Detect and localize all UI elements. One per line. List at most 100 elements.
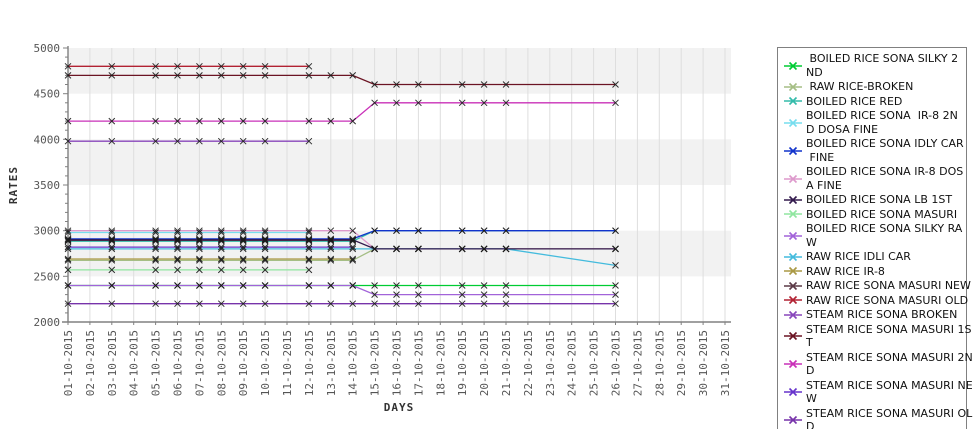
data-marker [174,245,181,253]
data-marker [612,291,619,298]
data-marker [480,227,488,235]
data-marker [480,291,488,298]
data-marker [261,266,269,274]
data-marker [174,236,181,244]
x-tick-label: 08-10-2015 [215,330,228,396]
data-marker [239,72,247,79]
data-marker [196,235,203,243]
data-marker [349,255,357,263]
data-marker [239,245,247,253]
legend-item: BOILED RICE SONA IR-8 2N D DOSA FINE [782,109,966,136]
data-marker [349,245,357,253]
data-marker [458,81,466,88]
y-tick-label: 5000 [34,42,61,55]
y-tick-label: 3500 [34,179,61,192]
data-marker [64,229,72,236]
data-marker [261,282,269,289]
data-marker [612,245,619,253]
data-marker [261,229,269,236]
legend-item-label: BOILED RICE SONA LB 1ST [806,193,953,206]
legend-marker-icon [784,359,802,369]
data-marker [239,255,247,263]
data-marker [174,282,181,289]
data-marker [502,300,510,308]
legend-item: RAW RICE-BROKEN [782,80,966,94]
data-marker [261,137,269,145]
legend-item-label: BOILED RICE SONA SILKY RA W [806,222,963,249]
data-marker [174,237,181,245]
data-marker [415,81,422,88]
x-tick-label: 01-10-2015 [62,330,75,396]
legend-marker-icon [784,118,802,127]
data-marker [349,300,357,308]
data-marker [64,227,72,235]
data-marker [327,235,335,243]
legend-marker-icon [784,310,802,319]
data-marker [305,117,313,125]
data-marker [305,229,313,236]
data-marker [174,72,181,79]
legend-item: BOILED RICE SONA IDLY CAR FINE [782,137,966,164]
data-marker [371,227,378,235]
data-marker [305,137,313,145]
y-tick-label: 3000 [34,225,61,238]
x-tick-label: 05-10-2015 [150,330,163,396]
data-marker [64,243,72,251]
data-marker [480,282,488,289]
legend-marker-icon [784,97,802,106]
data-marker [239,257,247,264]
y-axis-title: RATES [7,166,20,204]
data-marker [327,245,335,253]
data-marker [239,237,247,245]
data-marker [64,237,72,245]
data-marker [64,137,72,145]
data-marker [239,300,247,308]
legend-item-label: RAW RICE SONA MASURI NEW [806,279,971,292]
data-marker [393,300,400,308]
chart-layers: 2000 2500 3000 3500 4000 4500 5000 01-10-2015 02… [34,42,733,396]
data-marker [349,227,357,235]
data-marker [174,235,181,243]
data-marker [152,117,159,125]
data-marker [152,282,159,289]
data-marker [261,237,269,245]
data-marker [108,117,116,125]
data-marker [415,291,422,298]
data-marker [217,62,225,70]
data-marker [480,300,488,308]
data-marker [612,81,619,88]
legend-marker-icon [784,146,802,155]
data-marker [480,245,488,253]
data-marker [196,137,203,145]
x-tick-label: 19-10-2015 [456,330,469,396]
data-marker [612,300,619,308]
data-marker [196,243,203,251]
data-marker [196,62,203,70]
x-tick-label: 17-10-2015 [412,330,425,396]
data-marker [305,62,313,70]
data-marker [239,62,247,70]
data-marker [393,227,400,235]
data-marker [458,282,466,289]
data-marker [152,300,159,308]
legend-item: BOILED RICE SONA SILKY 2 ND [782,52,966,79]
legend-item-label: STEAM RICE SONA BROKEN [806,308,958,321]
data-marker [217,229,225,236]
data-marker [217,227,225,235]
legend-item: RAW RICE IR-8 [782,265,966,279]
data-marker [196,282,203,289]
data-marker [239,266,247,274]
legend-item-label: STEAM RICE SONA MASURI OL D [806,406,973,429]
data-marker [108,245,116,253]
data-marker [152,227,159,235]
data-marker [152,255,159,263]
data-marker [64,72,72,79]
data-marker [261,117,269,125]
legend-item-label: BOILED RICE SONA MASURI [806,207,958,221]
legend: BOILED RICE SONA SILKY 2 ND RAW RICE-BROK… [777,47,973,429]
data-marker [108,72,116,79]
data-marker [612,227,619,235]
data-marker [305,300,313,308]
data-marker [174,300,181,308]
legend-item-label: STEAM RICE SONA MASURI 2N D [806,350,973,378]
